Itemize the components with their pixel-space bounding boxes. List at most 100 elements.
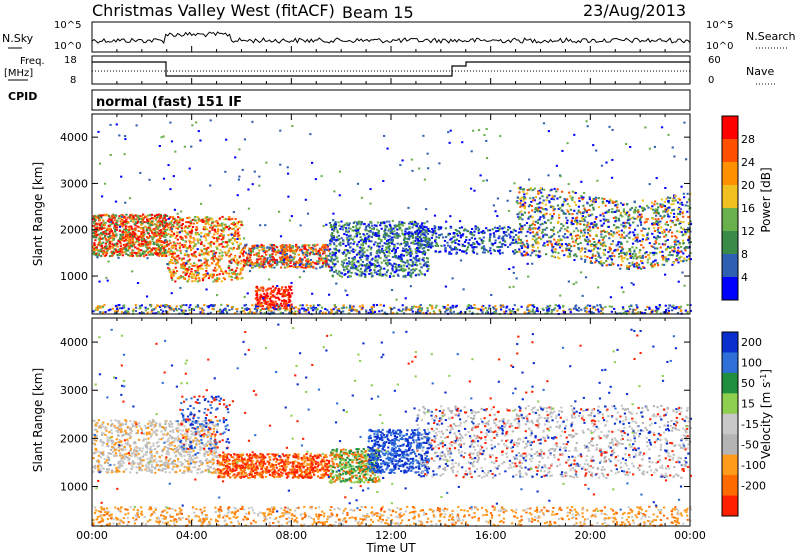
heatmap-cell [456,234,460,237]
heatmap-cell [421,225,425,228]
heatmap-cell [411,232,414,235]
heatmap-cell [239,262,242,265]
heatmap-cell [242,261,245,264]
heatmap-cell [164,213,167,216]
heatmap-cell [361,271,364,274]
heatmap-cell [653,263,657,266]
heatmap-cell [253,262,256,265]
heatmap-cell [423,250,426,253]
heatmap-cell [654,200,657,203]
heatmap-cell [357,222,360,225]
heatmap-cell [279,266,283,269]
heatmap-cell [155,250,158,253]
heatmap-cell [372,263,375,266]
heatmap-cell [629,308,632,311]
heatmap-cell [662,215,665,218]
heatmap-cell [156,253,159,256]
heatmap-cell [327,263,330,266]
heatmap-cell [367,230,370,233]
heatmap-cell [521,218,524,221]
heatmap-cell [161,235,164,238]
heatmap-cell [337,234,340,237]
heatmap-cell [102,241,105,244]
heatmap-cell [280,258,283,261]
heatmap-cell [214,269,217,272]
heatmap-cell [623,236,626,239]
heatmap-cell [531,238,534,241]
heatmap-cell [405,251,408,254]
heatmap-cell [360,254,363,257]
heatmap-cell [95,236,98,239]
heatmap-cell [331,228,334,231]
heatmap-cell [172,223,175,226]
heatmap-cell [540,191,543,194]
heatmap-cell [423,233,426,236]
heatmap-cell [230,275,233,278]
heatmap-cell [620,233,624,236]
heatmap-cell [561,249,564,252]
heatmap-cell [260,301,263,304]
heatmap-cell [597,252,600,255]
heatmap-cell [516,202,519,205]
heatmap-cell [666,239,669,242]
heatmap-cell [304,244,307,247]
heatmap-cell [661,263,664,266]
heatmap-cell [118,253,121,256]
heatmap-cell [380,267,383,270]
heatmap-cell [568,252,571,255]
heatmap-cell [456,229,459,232]
heatmap-cell [591,254,595,257]
heatmap-cell [419,271,422,274]
heatmap-cell [242,254,245,257]
heatmap-cell [497,246,501,249]
nsky-tick-top: 10^5 [54,20,81,31]
heatmap-cell [686,246,689,249]
heatmap-cell [607,225,610,228]
heatmap-cell [389,238,392,241]
heatmap-cell [137,230,140,233]
heatmap-cell [159,222,162,225]
heatmap-cell [249,310,252,313]
heatmap-cell [540,231,544,234]
heatmap-cell [526,312,529,315]
nave-tick-top: 60 [708,55,721,66]
heatmap-cell [111,214,114,217]
heatmap-cell [119,242,122,245]
heatmap-cell [196,233,199,236]
heatmap-cell [606,210,609,213]
heatmap-cell [611,261,614,264]
heatmap-cell [207,242,210,245]
heatmap-cell [473,246,476,249]
heatmap-cell [599,260,603,263]
heatmap-cell [362,239,365,242]
heatmap-cell [635,263,638,266]
heatmap-cell [291,256,294,259]
heatmap-cell [685,259,688,262]
heatmap-cell [220,242,223,245]
heatmap-cell [154,247,157,250]
heatmap-cell [270,243,273,246]
heatmap-cell [283,249,286,252]
heatmap-cell [687,239,690,242]
heatmap-cell [119,222,123,225]
heatmap-cell [579,220,582,223]
heatmap-cell [449,238,452,241]
heatmap-cell [233,239,236,242]
heatmap-cell [460,226,464,229]
heatmap-cell [410,269,413,272]
heatmap-cell [148,229,152,232]
heatmap-cell [481,311,484,314]
heatmap-cell [493,249,497,252]
heatmap-cell [234,276,237,279]
heatmap-cell [639,249,642,252]
heatmap-cell [621,247,624,250]
heatmap-cell [295,243,298,246]
heatmap-cell [329,242,332,245]
heatmap-cell [286,293,289,296]
heatmap-cell [212,269,215,272]
heatmap-cell [608,305,611,308]
heatmap-cell [301,245,304,248]
heatmap-cell [228,255,231,258]
heatmap-cell [656,235,659,238]
heatmap-cell [625,203,629,206]
